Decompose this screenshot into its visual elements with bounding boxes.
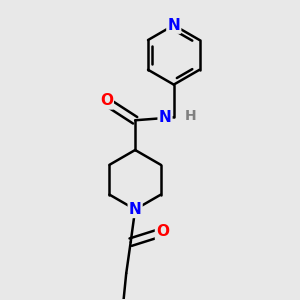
Text: O: O (156, 224, 169, 239)
Text: N: N (159, 110, 171, 125)
Text: N: N (129, 202, 142, 217)
Text: N: N (167, 18, 180, 33)
Text: O: O (100, 94, 113, 109)
Text: H: H (184, 109, 196, 123)
